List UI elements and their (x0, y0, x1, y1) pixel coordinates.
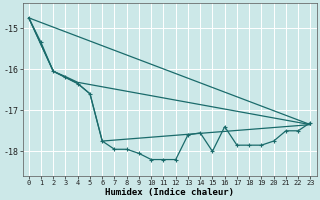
X-axis label: Humidex (Indice chaleur): Humidex (Indice chaleur) (105, 188, 234, 197)
